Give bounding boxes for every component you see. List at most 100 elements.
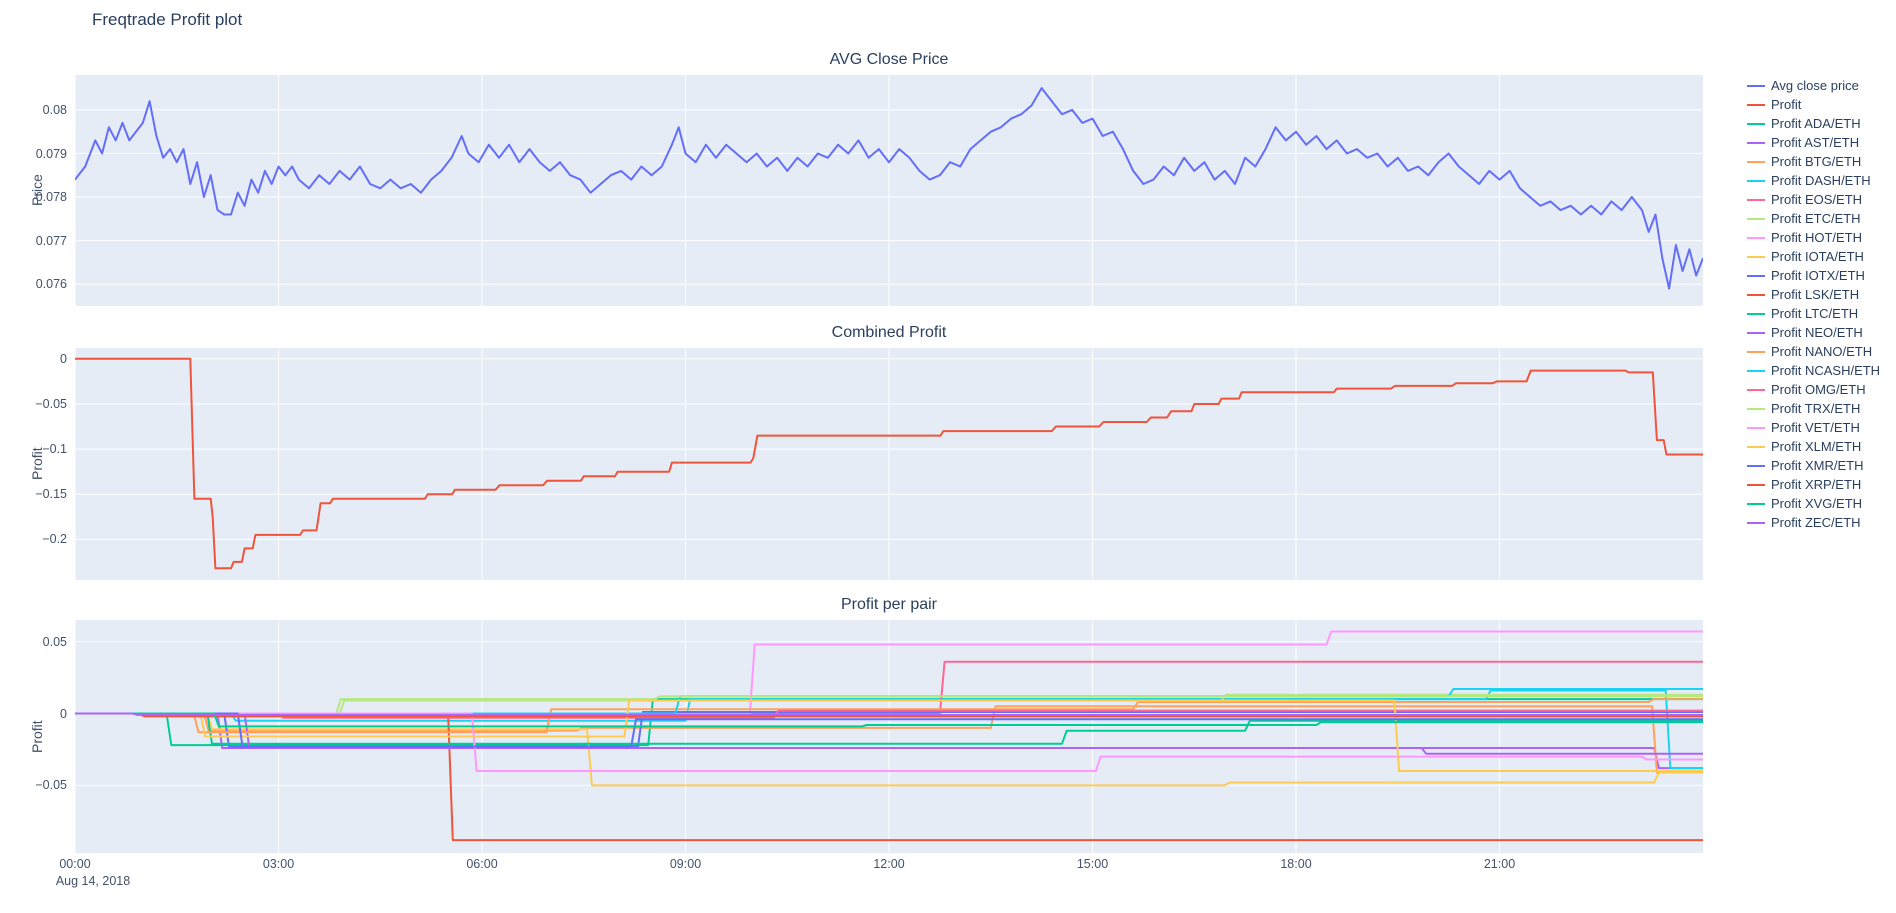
y-tick-label: 0.078 — [35, 190, 67, 204]
legend-item-profit-ada-eth[interactable]: Profit ADA/ETH — [1747, 114, 1896, 133]
subplot-title-avg-close-price: AVG Close Price — [829, 51, 949, 68]
y-tick-label: 0 — [60, 706, 67, 721]
series-line-profit-nano-eth — [75, 698, 1703, 734]
legend-item-profit[interactable]: Profit — [1747, 95, 1896, 114]
y-axis-ticks-price: 0.076 0.077 0.078 0.079 0.08 — [9, 75, 67, 306]
legend-item-label: Profit NANO/ETH — [1771, 344, 1873, 359]
y-tick-label: −0.1 — [42, 442, 67, 457]
legend-item-profit-vet-eth[interactable]: Profit VET/ETH — [1747, 418, 1896, 437]
legend-item-label: Profit ADA/ETH — [1771, 116, 1861, 131]
series-line-profit-zec-eth — [75, 712, 1703, 716]
legend-item-label: Profit — [1771, 97, 1802, 112]
y-tick-label: 0 — [60, 351, 67, 366]
y-tick-label: −0.2 — [42, 532, 67, 547]
y-axis-ticks-profit-per-pair: 0.05 0 −0.05 — [9, 620, 67, 853]
legend-item-label: Profit IOTX/ETH — [1771, 268, 1865, 283]
legend-line-swatch — [1747, 179, 1765, 182]
legend-line-swatch — [1747, 217, 1765, 220]
legend-item-profit-xlm-eth[interactable]: Profit XLM/ETH — [1747, 437, 1896, 456]
x-tick-label: 00:00 — [59, 857, 91, 871]
avg-close-price-plot-area[interactable] — [75, 75, 1703, 306]
legend-line-swatch — [1747, 331, 1765, 334]
legend-line-swatch — [1747, 255, 1765, 258]
y-tick-label: 0.076 — [35, 277, 67, 292]
legend-item-profit-hot-eth[interactable]: Profit HOT/ETH — [1747, 228, 1896, 247]
subplot-title-profit-per-pair: Profit per pair — [840, 596, 938, 613]
legend-item-label: Profit IOTA/ETH — [1771, 249, 1864, 264]
legend-line-swatch — [1747, 198, 1765, 201]
y-tick-label: −0.05 — [35, 397, 67, 411]
x-tick-label: 06:00 — [466, 857, 498, 871]
subplot-title-combined-profit: Combined Profit — [831, 324, 947, 341]
legend-item-label: Avg close price — [1771, 78, 1859, 93]
legend-item-profit-iota-eth[interactable]: Profit IOTA/ETH — [1747, 247, 1896, 266]
legend-item-profit-xmr-eth[interactable]: Profit XMR/ETH — [1747, 456, 1896, 475]
series-line-profit-ltc-eth — [75, 712, 1703, 745]
legend-item-label: Profit HOT/ETH — [1771, 230, 1863, 245]
legend-line-swatch — [1747, 445, 1765, 448]
legend-item-label: Profit ZEC/ETH — [1771, 515, 1861, 530]
legend-line-swatch — [1747, 483, 1765, 486]
legend-item-profit-ltc-eth[interactable]: Profit LTC/ETH — [1747, 304, 1896, 323]
legend-item-label: Profit EOS/ETH — [1771, 192, 1863, 207]
legend-item-label: Profit NEO/ETH — [1771, 325, 1863, 340]
legend-item-profit-xvg-eth[interactable]: Profit XVG/ETH — [1747, 494, 1896, 513]
legend-item-profit-iotx-eth[interactable]: Profit IOTX/ETH — [1747, 266, 1896, 285]
legend-item-profit-trx-eth[interactable]: Profit TRX/ETH — [1747, 399, 1896, 418]
profit-per-pair-plot-area[interactable] — [75, 620, 1703, 853]
legend-item-profit-lsk-eth[interactable]: Profit LSK/ETH — [1747, 285, 1896, 304]
legend-item-profit-zec-eth[interactable]: Profit ZEC/ETH — [1747, 513, 1896, 532]
legend-item-profit-ast-eth[interactable]: Profit AST/ETH — [1747, 133, 1896, 152]
legend-item-label: Profit LTC/ETH — [1771, 306, 1859, 321]
x-axis-ticks: 00:00 03:00 06:00 09:00 12:00 15:00 18:00 21:00 — [59, 857, 1703, 873]
figure-title: Freqtrade Profit plot — [92, 10, 243, 29]
y-tick-label: −0.05 — [35, 778, 67, 793]
y-axis-ticks-combined-profit: 0 −0.05 −0.1 −0.15 −0.2 — [9, 348, 67, 580]
legend-item-label: Profit OMG/ETH — [1771, 382, 1866, 397]
combined-profit-plot-area[interactable] — [75, 348, 1703, 580]
x-tick-label: 18:00 — [1280, 857, 1312, 871]
legend-line-swatch — [1747, 426, 1765, 429]
legend-line-swatch — [1747, 274, 1765, 277]
legend-line-swatch — [1747, 293, 1765, 296]
legend-item-avg-close-price[interactable]: Avg close price — [1747, 76, 1896, 95]
legend-item-profit-etc-eth[interactable]: Profit ETC/ETH — [1747, 209, 1896, 228]
legend-line-swatch — [1747, 84, 1765, 87]
legend-item-profit-eos-eth[interactable]: Profit EOS/ETH — [1747, 190, 1896, 209]
x-tick-label: 21:00 — [1483, 857, 1516, 871]
legend-item-profit-nano-eth[interactable]: Profit NANO/ETH — [1747, 342, 1896, 361]
x-tick-label: 12:00 — [873, 857, 905, 871]
legend-item-label: Profit XRP/ETH — [1771, 477, 1862, 492]
y-tick-label: 0.05 — [42, 634, 67, 649]
legend-item-profit-neo-eth[interactable]: Profit NEO/ETH — [1747, 323, 1896, 342]
legend-item-profit-ncash-eth[interactable]: Profit NCASH/ETH — [1747, 361, 1896, 380]
legend-line-swatch — [1747, 122, 1765, 125]
series-line-profit-vet-eth — [75, 712, 1703, 772]
legend-item-label: Profit TRX/ETH — [1771, 401, 1861, 416]
x-tick-label: 03:00 — [262, 857, 295, 871]
legend-item-profit-btg-eth[interactable]: Profit BTG/ETH — [1747, 152, 1896, 171]
legend-line-swatch — [1747, 236, 1765, 239]
legend-item-label: Profit DASH/ETH — [1771, 173, 1871, 188]
series-line-profit-iota-eth — [75, 712, 1703, 787]
legend-line-swatch — [1747, 521, 1765, 524]
x-axis-date-label: Aug 14, 2018 — [55, 874, 131, 888]
y-tick-label: −0.15 — [35, 487, 67, 502]
legend-line-swatch — [1747, 369, 1765, 372]
legend-item-label: Profit NCASH/ETH — [1771, 363, 1881, 378]
legend-line-swatch — [1747, 388, 1765, 391]
legend-item-label: Profit LSK/ETH — [1771, 287, 1860, 302]
legend-line-swatch — [1747, 312, 1765, 315]
series-line-profit — [75, 357, 1703, 570]
legend-item-profit-dash-eth[interactable]: Profit DASH/ETH — [1747, 171, 1896, 190]
legend-line-swatch — [1747, 141, 1765, 144]
legend-item-label: Profit BTG/ETH — [1771, 154, 1862, 169]
legend-item-label: Profit AST/ETH — [1771, 135, 1860, 150]
legend-line-swatch — [1747, 502, 1765, 505]
legend-item-profit-omg-eth[interactable]: Profit OMG/ETH — [1747, 380, 1896, 399]
legend: Avg close price Profit Profit ADA/ETH Profi… — [1747, 76, 1896, 532]
legend-item-label: Profit VET/ETH — [1771, 420, 1860, 435]
y-tick-label: 0.077 — [35, 233, 67, 248]
legend-item-profit-xrp-eth[interactable]: Profit XRP/ETH — [1747, 475, 1896, 494]
x-tick-label: 09:00 — [669, 857, 702, 871]
